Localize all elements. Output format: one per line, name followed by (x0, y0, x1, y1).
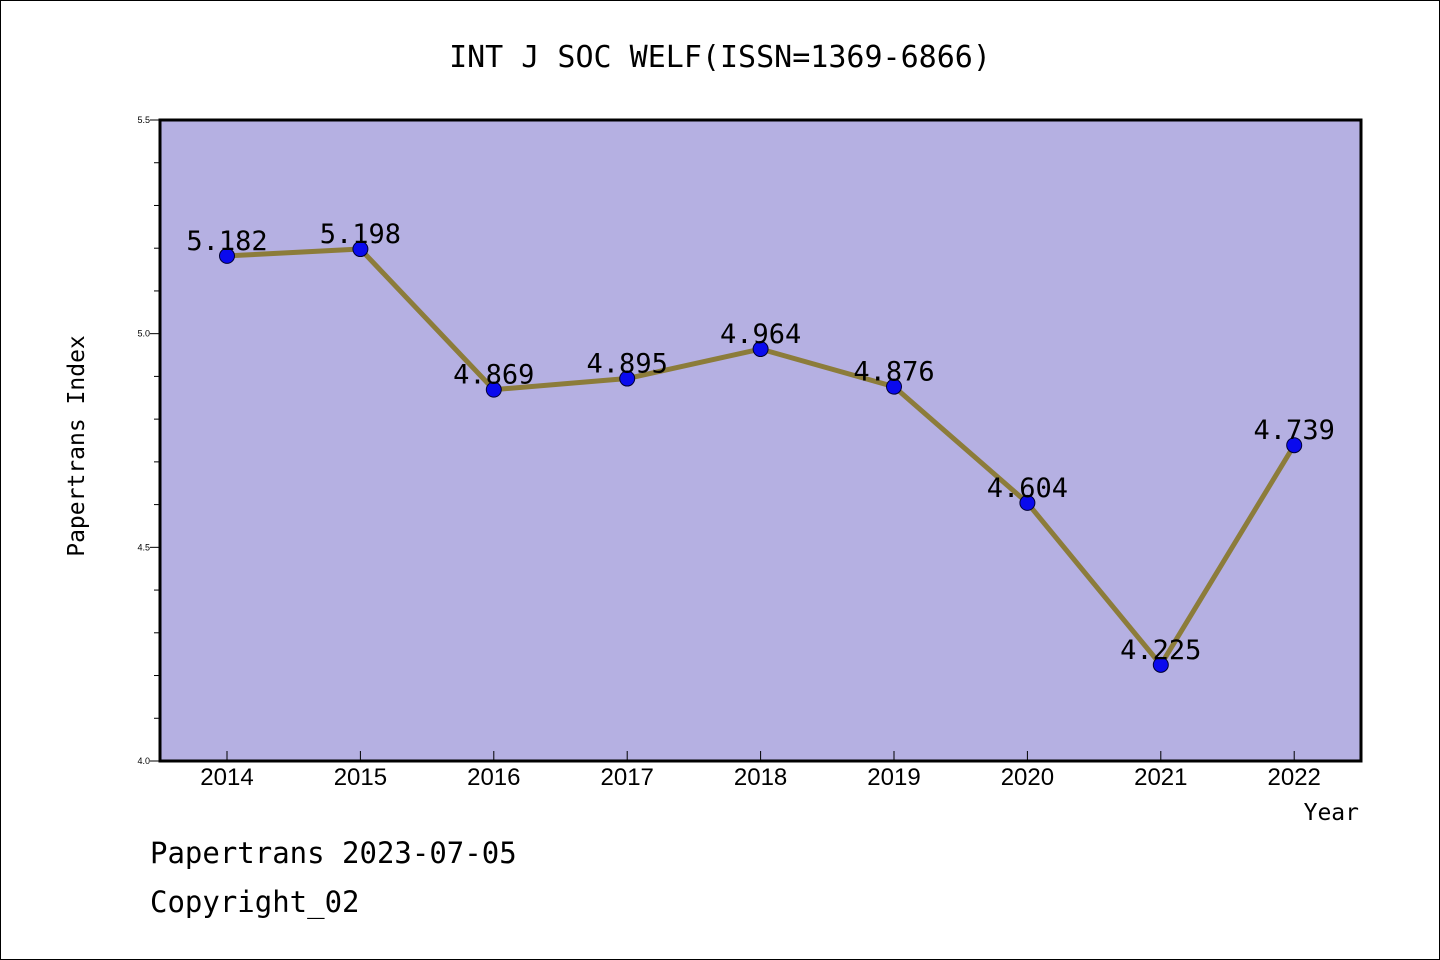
data-label: 4.964 (720, 319, 801, 350)
data-label: 4.895 (587, 349, 668, 380)
data-label: 5.198 (320, 219, 401, 250)
x-axis: 2014 2015 2016 2017 2018 2019 2020 2021 2022 (200, 751, 1321, 791)
data-point (219, 247, 235, 264)
plot-area (160, 120, 1361, 761)
footer-copyright: Copyright_02 (150, 885, 360, 919)
x-tick-label: 2022 (1268, 764, 1321, 791)
x-tick-label: 2019 (867, 764, 920, 791)
data-point (619, 370, 636, 387)
data-label: 4.225 (1120, 635, 1201, 666)
x-tick-label: 2016 (467, 764, 520, 791)
data-label: 5.182 (186, 226, 267, 257)
data-label: 4.739 (1254, 415, 1335, 446)
data-point (1286, 437, 1303, 454)
x-tick-label: 2015 (334, 764, 387, 791)
data-label: 4.869 (453, 360, 534, 391)
x-tick-label: 2020 (1001, 764, 1054, 791)
y-tick-label: 4.0 (137, 756, 150, 766)
plot-border (158, 118, 1363, 763)
y-axis-label: Papertrans Index (64, 335, 90, 557)
footer-date: Papertrans 2023-07-05 (150, 836, 517, 870)
chart-title: INT J SOC WELF(ISSN=1369-6866) (449, 40, 991, 75)
y-tick-label: 5.0 (137, 329, 150, 339)
data-point (485, 381, 502, 398)
data-point (1019, 494, 1036, 511)
data-label: 4.604 (987, 473, 1068, 504)
x-axis-label: Year (1304, 800, 1359, 826)
x-tick-label: 2021 (1134, 764, 1187, 791)
x-tick-label: 2014 (200, 764, 253, 791)
y-axis: 4.0 4.5 5.0 5.5 (137, 115, 160, 766)
data-label: 4.876 (853, 357, 934, 388)
data-point (752, 341, 769, 358)
x-tick-label: 2017 (601, 764, 654, 791)
data-point (1152, 656, 1169, 673)
x-tick-label: 2018 (734, 764, 787, 791)
data-point (886, 378, 902, 395)
series-layer: 5.182 5.198 4.869 4.895 4.964 4.876 4.604 4.225… (186, 219, 1335, 673)
y-tick-label: 5.5 (137, 115, 150, 125)
data-point (352, 241, 369, 258)
y-tick-label: 4.5 (137, 542, 150, 552)
